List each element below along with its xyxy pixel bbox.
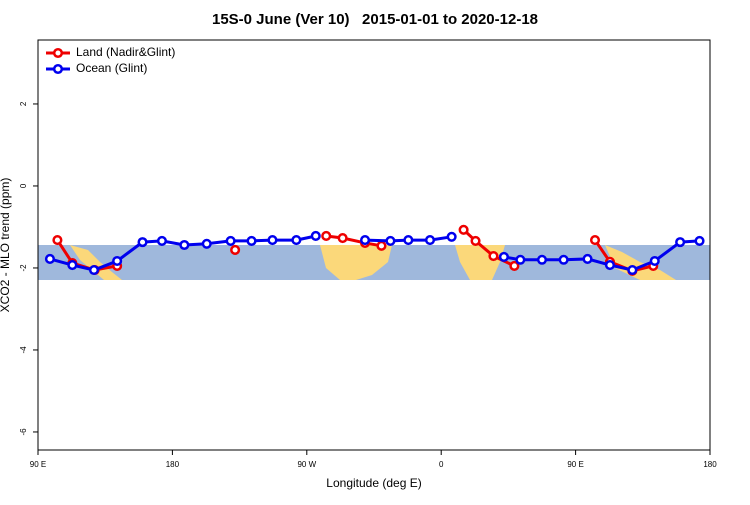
legend-marker bbox=[52, 47, 64, 59]
point bbox=[470, 235, 481, 246]
point bbox=[649, 255, 660, 267]
x-tick-label: 180 bbox=[703, 460, 717, 469]
legend-label: Ocean (Glint) bbox=[76, 61, 147, 75]
point bbox=[230, 244, 241, 255]
point bbox=[201, 238, 212, 249]
point bbox=[424, 235, 436, 246]
point bbox=[515, 254, 526, 265]
point bbox=[498, 251, 509, 262]
point bbox=[112, 255, 123, 267]
y-tick-label: -2 bbox=[19, 264, 28, 272]
legend: Land (Nadir&Glint) Ocean (Glint) bbox=[46, 45, 175, 75]
x-tick-label: 90 E bbox=[30, 460, 46, 469]
point bbox=[179, 239, 190, 251]
x-axis-label: Longitude (deg E) bbox=[326, 476, 421, 490]
x-tick-label: 180 bbox=[166, 460, 180, 469]
point bbox=[509, 260, 520, 271]
point bbox=[267, 235, 278, 246]
point bbox=[675, 237, 686, 248]
y-tick-label: -6 bbox=[19, 428, 28, 436]
plot-frame bbox=[37, 39, 711, 451]
point bbox=[88, 264, 100, 276]
point bbox=[558, 254, 569, 265]
point bbox=[403, 235, 414, 246]
point bbox=[376, 240, 387, 251]
y-tick-label: -4 bbox=[19, 346, 28, 354]
point bbox=[536, 254, 548, 265]
point bbox=[52, 235, 63, 246]
point bbox=[310, 230, 321, 242]
legend-marker bbox=[52, 63, 64, 75]
point bbox=[385, 235, 396, 246]
y-axis-label: XCO2 - MLO trend (ppm) bbox=[0, 178, 12, 313]
point bbox=[582, 253, 593, 264]
point bbox=[694, 235, 705, 246]
point bbox=[589, 235, 601, 246]
point bbox=[604, 260, 615, 271]
point bbox=[67, 260, 78, 271]
point bbox=[627, 264, 638, 276]
point bbox=[246, 235, 257, 246]
x-tick-label: 90 W bbox=[297, 460, 316, 469]
x-tick-label: 90 E bbox=[567, 460, 583, 469]
point bbox=[137, 237, 148, 248]
y-tick-label: 0 bbox=[19, 183, 28, 188]
point bbox=[488, 251, 499, 262]
point bbox=[156, 235, 167, 246]
point bbox=[321, 230, 332, 242]
x-tick-label: 0 bbox=[439, 460, 444, 469]
point bbox=[44, 253, 55, 264]
legend-label: Land (Nadir&Glint) bbox=[76, 45, 175, 59]
point bbox=[291, 235, 302, 246]
point bbox=[458, 224, 469, 235]
point bbox=[337, 232, 348, 244]
point bbox=[359, 235, 371, 246]
point bbox=[446, 231, 457, 242]
chart-title: 15S-0 June (Ver 10) 2015-01-01 to 2020-1… bbox=[212, 11, 538, 28]
y-tick-label: 2 bbox=[19, 101, 28, 106]
point bbox=[225, 235, 236, 246]
